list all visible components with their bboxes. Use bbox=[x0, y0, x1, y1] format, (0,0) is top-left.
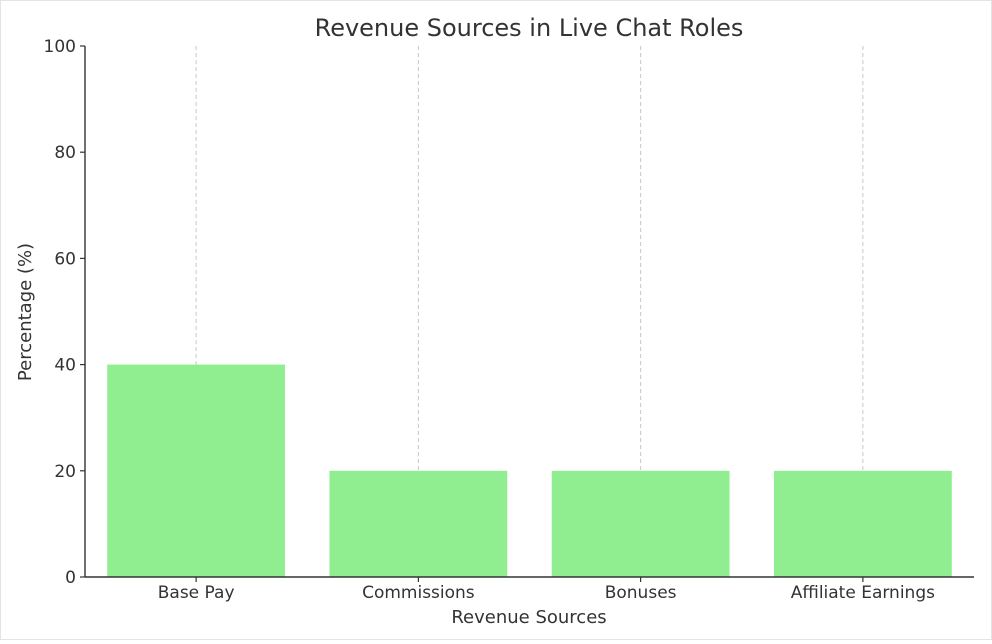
x-axis-label: Revenue Sources bbox=[451, 607, 606, 628]
chart-title: Revenue Sources in Live Chat Roles bbox=[315, 14, 744, 42]
y-tick-label-0: 0 bbox=[65, 568, 76, 588]
y-tick-label-2: 40 bbox=[54, 356, 76, 376]
bar-layer bbox=[107, 364, 952, 577]
bar-2 bbox=[551, 470, 730, 577]
x-tick-label-3: Affiliate Earnings bbox=[791, 583, 935, 603]
x-tick-label-0: Base Pay bbox=[158, 583, 235, 603]
x-tick-label-1: Commissions bbox=[362, 583, 475, 603]
bar-1 bbox=[329, 470, 508, 577]
bar-3 bbox=[773, 470, 952, 577]
y-tick-label-3: 60 bbox=[54, 249, 76, 269]
bar-0 bbox=[107, 364, 286, 577]
x-tick-label-2: Bonuses bbox=[605, 583, 677, 603]
grid-layer bbox=[195, 46, 864, 577]
y-tick-label-1: 20 bbox=[54, 462, 76, 482]
y-axis-label: Percentage (%) bbox=[15, 243, 36, 381]
axis-layer: Base Pay Commissions Bonuses Affiliate Earn… bbox=[44, 37, 974, 603]
y-tick-label-4: 80 bbox=[54, 143, 76, 163]
y-tick-label-5: 100 bbox=[44, 37, 76, 57]
